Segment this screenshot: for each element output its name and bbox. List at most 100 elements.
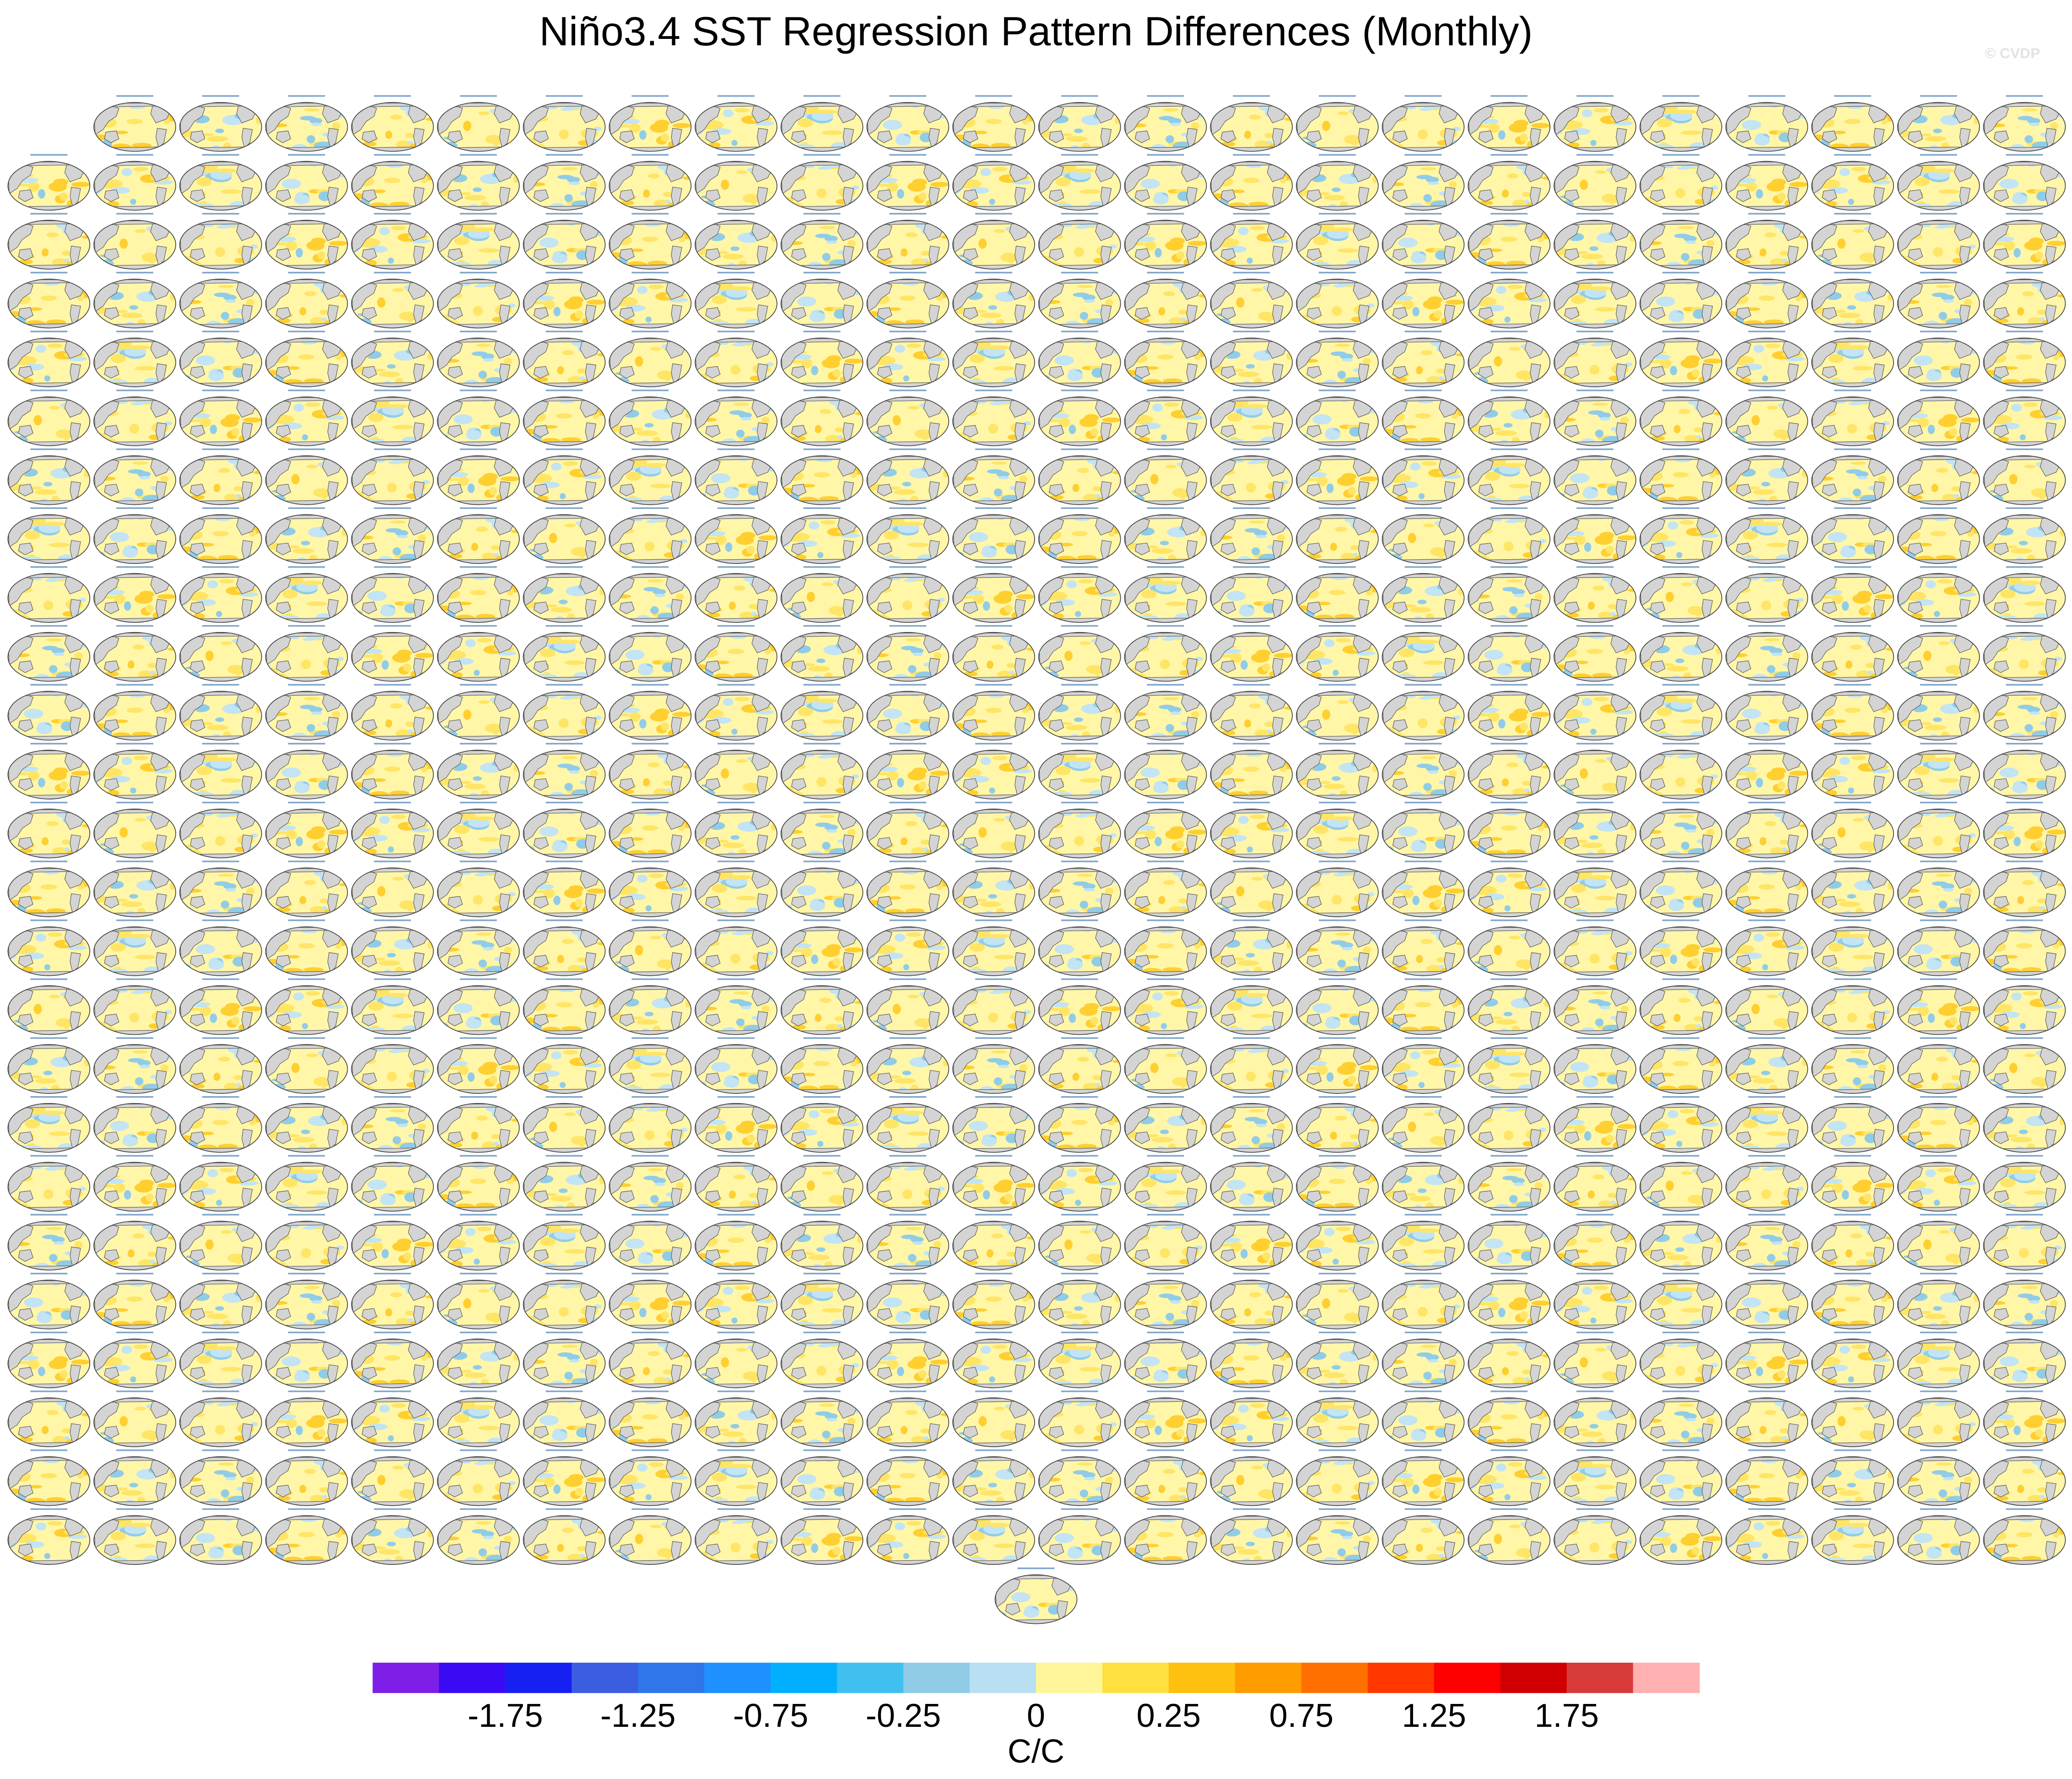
map-panel — [1124, 449, 1208, 506]
map-panel — [175, 331, 268, 388]
map-panel — [1468, 919, 1551, 977]
map-panel — [5, 566, 98, 624]
map-panel — [1204, 802, 1292, 859]
map-panel — [91, 1037, 178, 1096]
map-panel — [8, 213, 94, 270]
map-panel — [607, 802, 694, 860]
map-panel — [520, 743, 608, 801]
map-panel — [1638, 919, 1722, 976]
map-panel — [6, 272, 93, 330]
map-panel — [607, 1096, 699, 1154]
map-panel — [1721, 684, 1814, 741]
map-panel — [609, 1332, 696, 1389]
map-panel — [89, 1096, 182, 1153]
map-panel — [350, 154, 437, 213]
map-panel — [603, 1449, 691, 1506]
map-panel — [261, 743, 354, 800]
map-panel — [1638, 1509, 1722, 1565]
map-panel — [1381, 389, 1468, 448]
map-panel — [517, 1037, 605, 1094]
map-panel — [1981, 1390, 2066, 1447]
colorbar-box — [505, 1662, 572, 1693]
map-panel — [946, 860, 1038, 917]
map-panel — [521, 1273, 613, 1331]
map-panel — [264, 802, 348, 859]
map-panel — [1207, 508, 1295, 566]
map-panel — [609, 331, 692, 388]
map-panel — [607, 213, 694, 271]
map-panel — [345, 331, 437, 388]
map-panel — [1376, 566, 1467, 623]
colorbar-label: 1.75 — [1534, 1698, 1598, 1734]
map-panel — [1204, 213, 1292, 270]
map-panel — [94, 919, 176, 976]
map-panel — [91, 449, 178, 507]
map-panel — [1812, 625, 1898, 682]
map-panel — [1896, 508, 1983, 566]
map-panel — [177, 213, 270, 271]
map-panel — [1294, 272, 1386, 330]
map-panel — [1891, 1273, 1983, 1330]
map-panel — [1466, 213, 1553, 271]
map-panel — [863, 1214, 951, 1272]
map-panel — [1204, 919, 1295, 976]
map-panel — [1984, 1037, 2067, 1094]
map-panel — [180, 1332, 262, 1389]
map-panel — [1981, 1214, 2072, 1272]
map-panel — [1637, 743, 1730, 801]
map-panel — [1981, 1509, 2068, 1567]
map-panel — [1548, 802, 1639, 859]
map-panel — [775, 625, 866, 682]
map-panel — [178, 979, 262, 1035]
map-panel — [1548, 1273, 1636, 1330]
map-panel — [953, 625, 1039, 682]
map-panel — [259, 979, 348, 1035]
map-panel — [1722, 1214, 1810, 1272]
map-panel — [523, 919, 610, 976]
map-panel — [867, 213, 953, 270]
map-panel — [1898, 625, 1981, 682]
map-panel — [432, 979, 525, 1035]
map-panel — [862, 1273, 955, 1330]
map-panel — [862, 95, 955, 152]
map-panel — [1980, 1273, 2068, 1331]
map-panel — [1638, 1037, 1725, 1096]
map-panel — [1, 449, 93, 505]
map-panel — [867, 508, 949, 564]
colorbar-box — [837, 1662, 904, 1693]
map-panel — [778, 1390, 866, 1449]
map-panel — [520, 154, 608, 213]
map-panel — [1039, 743, 1121, 800]
map-panel — [1549, 1037, 1642, 1094]
map-panel — [1812, 1509, 1894, 1565]
map-panel — [1296, 1390, 1378, 1447]
map-panel — [1809, 1155, 1894, 1212]
map-panel — [259, 389, 348, 446]
map-panel — [521, 272, 606, 329]
map-panel — [1552, 508, 1636, 564]
map-panel — [1468, 1332, 1554, 1389]
map-panel — [180, 1214, 263, 1271]
map-panel — [180, 625, 263, 682]
map-panel — [1554, 743, 1637, 800]
map-panel — [863, 625, 951, 684]
map-panel — [1122, 802, 1207, 859]
map-panel — [1548, 95, 1636, 152]
map-panel — [1380, 684, 1472, 742]
map-panel — [864, 1155, 957, 1213]
map-panel — [5, 625, 92, 684]
map-panel — [1726, 213, 1812, 270]
map-panel — [1640, 389, 1727, 446]
map-panel — [693, 508, 777, 564]
map-panel — [867, 1096, 949, 1153]
map-panel — [1036, 1390, 1128, 1449]
map-panel — [87, 860, 179, 917]
map-panel — [1118, 508, 1209, 564]
map-panel — [950, 449, 1037, 507]
map-panel — [1895, 213, 1987, 271]
map-panel — [431, 1214, 519, 1271]
map-panel — [1293, 919, 1381, 978]
map-panel — [1290, 1214, 1378, 1271]
map-panel — [1122, 919, 1209, 978]
map-panel — [1810, 1273, 1897, 1331]
